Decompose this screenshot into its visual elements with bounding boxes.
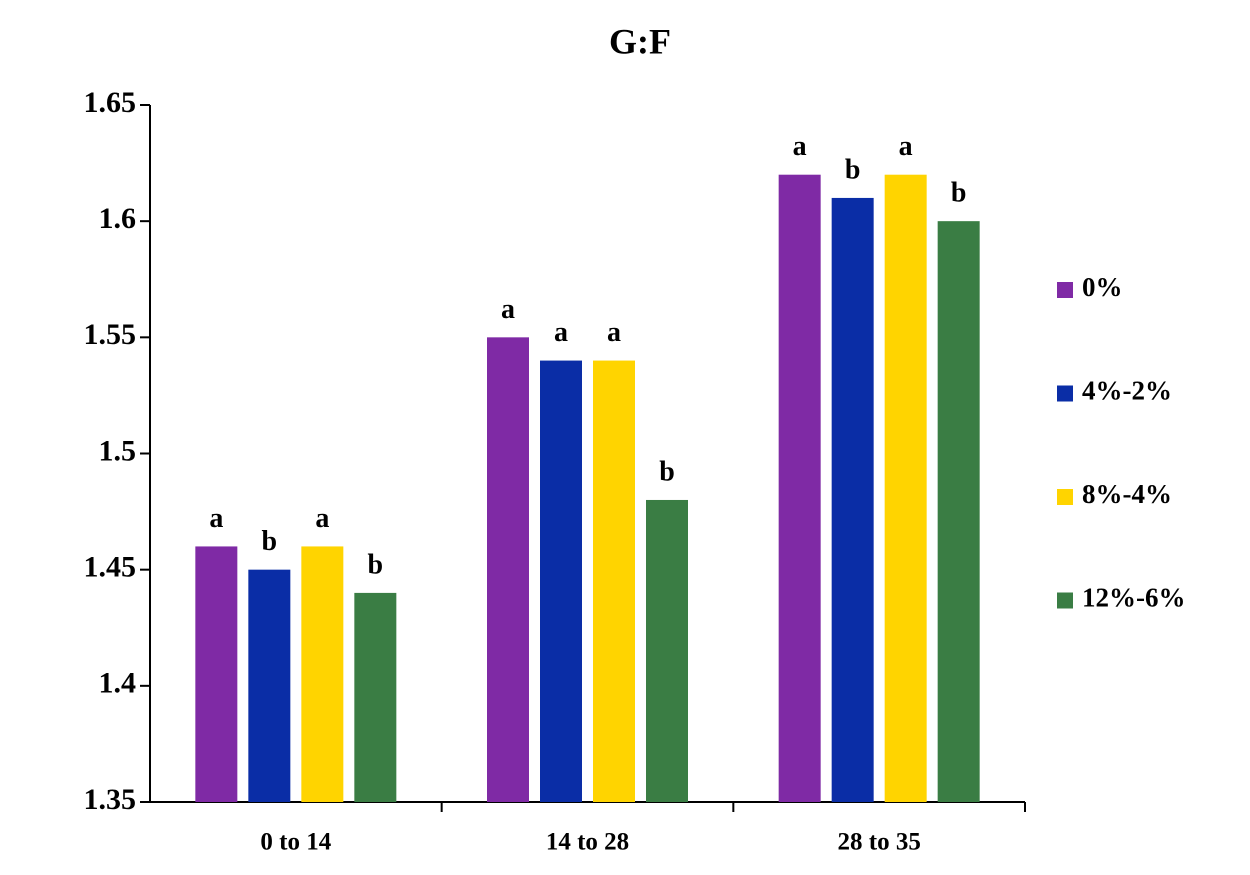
legend-swatch [1057,385,1073,402]
bar [248,569,291,802]
bar-letter: b [368,549,384,580]
bar [937,221,980,802]
bar [778,174,821,802]
bar-letter: a [501,294,515,325]
bar [646,499,688,802]
chart-title: G:F [609,21,671,61]
bar-letter: a [554,317,568,348]
x-tick-label: 0 to 14 [260,829,331,856]
legend-swatch [1057,282,1073,298]
y-tick-label: 1.4 [99,667,137,700]
bar-letter: b [262,526,278,557]
legend-swatch [1057,592,1073,609]
bar-letter: a [315,503,329,534]
bar [301,546,344,802]
y-tick-label: 1.35 [84,783,137,816]
x-tick-label: 14 to 28 [546,829,629,856]
bar-letter: b [951,178,967,209]
bar-letter: a [793,131,807,162]
bar-letter: a [607,317,621,348]
bar [884,174,927,802]
bar-letter: b [659,456,675,487]
bar-letter: a [209,503,223,534]
y-tick-label: 1.5 [99,434,137,467]
x-tick-label: 28 to 35 [838,829,921,856]
legend-label: 8%-4% [1082,479,1172,509]
bar [354,592,397,802]
bar [593,360,635,802]
bar [540,360,582,802]
legend-label: 12%-6% [1082,583,1186,613]
legend-swatch [1057,489,1073,505]
bar-letter: a [899,131,913,162]
bar-letter: b [845,154,861,185]
legend-label: 0% [1082,272,1123,302]
bar [487,337,529,802]
bar [831,197,874,802]
bar [195,546,238,802]
y-tick-label: 1.55 [84,318,137,351]
y-tick-label: 1.45 [84,551,137,584]
legend-label: 4%-2% [1082,376,1172,406]
y-tick-label: 1.6 [99,202,137,235]
y-tick-label: 1.65 [84,86,137,119]
